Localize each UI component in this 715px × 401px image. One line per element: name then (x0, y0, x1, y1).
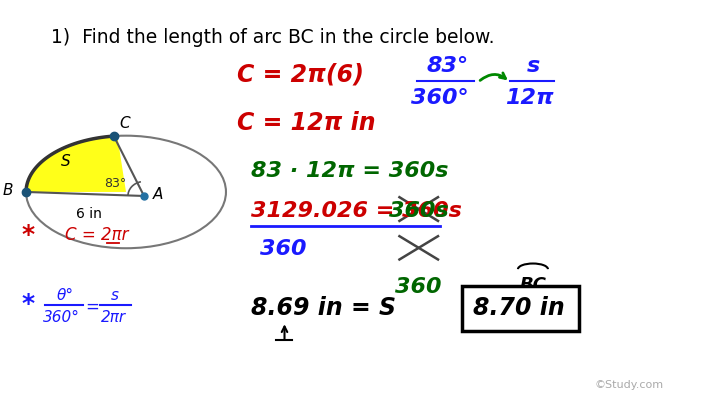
Text: 6 in: 6 in (76, 207, 102, 221)
Text: ©Study.com: ©Study.com (595, 379, 664, 389)
Text: C = 2π(6): C = 2π(6) (237, 62, 363, 86)
Text: *: * (21, 291, 35, 315)
Text: 360s: 360s (389, 200, 448, 221)
Text: 8.70 in: 8.70 in (473, 295, 565, 319)
Text: C = 12π in: C = 12π in (237, 110, 375, 134)
Text: 360°: 360° (411, 88, 469, 108)
Text: S: S (61, 154, 70, 169)
Text: 360: 360 (260, 239, 306, 259)
Text: B: B (3, 183, 13, 198)
Text: 360: 360 (395, 277, 442, 297)
Text: C = 2πr: C = 2πr (65, 226, 129, 243)
Text: 8.69 in = S: 8.69 in = S (251, 295, 396, 319)
Text: 83 · 12π = 360s: 83 · 12π = 360s (251, 160, 448, 180)
Text: C: C (119, 116, 130, 131)
Text: BC: BC (520, 275, 546, 294)
Text: 83°: 83° (104, 177, 127, 190)
Text: A: A (152, 187, 163, 202)
Text: s: s (526, 56, 540, 76)
Text: =: = (86, 297, 99, 314)
Text: 12π: 12π (505, 88, 553, 108)
Text: 1)  Find the length of arc BC in the circle below.: 1) Find the length of arc BC in the circ… (51, 28, 495, 47)
Text: 360°: 360° (44, 309, 80, 324)
Text: 83°: 83° (426, 56, 468, 76)
FancyBboxPatch shape (462, 287, 579, 331)
Wedge shape (26, 137, 126, 192)
Text: 2πr: 2πr (102, 309, 127, 324)
Text: s: s (112, 287, 119, 302)
Text: *: * (21, 223, 35, 247)
Text: θ°: θ° (56, 287, 74, 302)
Text: 3129.026 = 360s: 3129.026 = 360s (251, 200, 462, 221)
